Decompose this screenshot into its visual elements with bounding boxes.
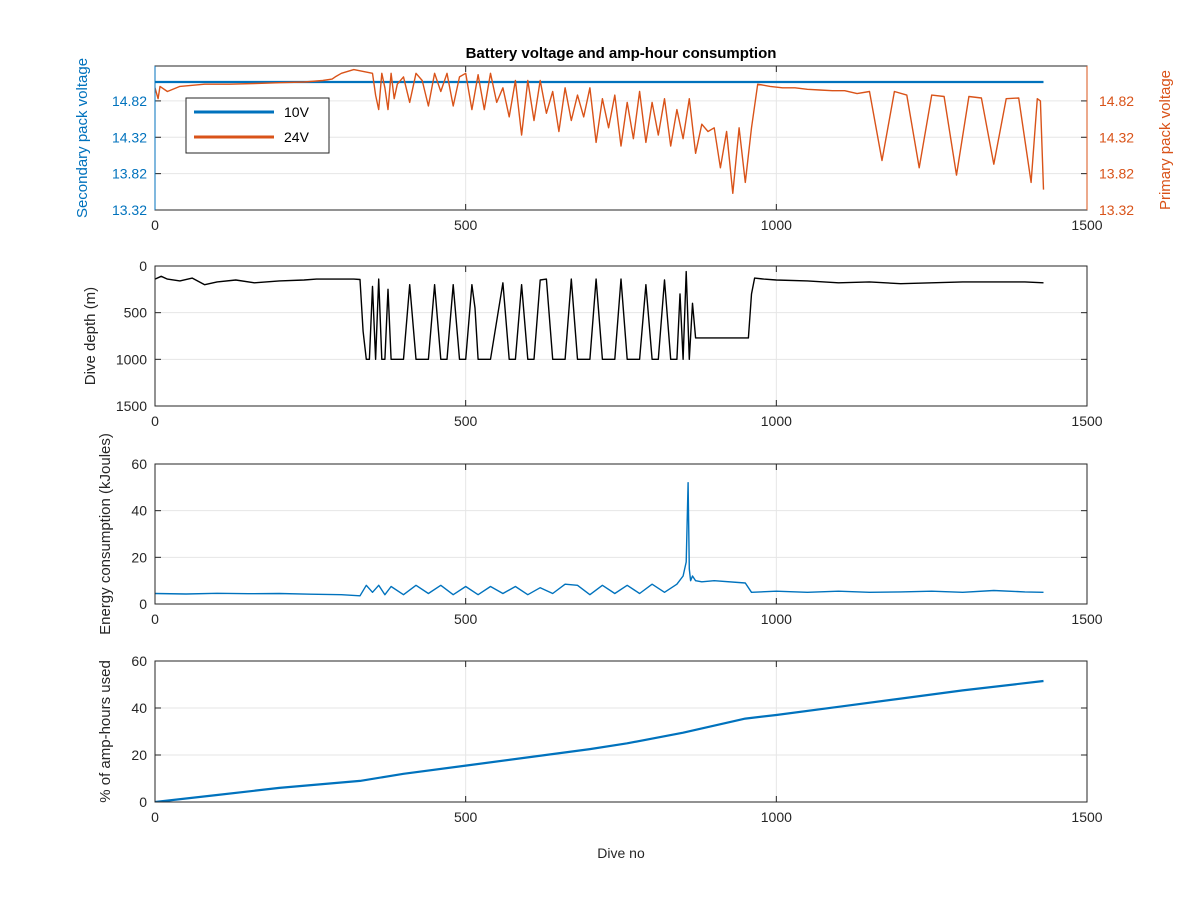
energy-y-tick-label: 0: [139, 596, 147, 612]
amphours-y-axis-label: % of amp-hours used: [97, 660, 114, 803]
energy-x-tick-label: 500: [454, 611, 478, 627]
energy-y-tick-label: 40: [131, 503, 147, 519]
depth-x-tick-label: 1000: [761, 413, 792, 429]
amphours-x-tick-label: 1500: [1071, 809, 1102, 825]
energy-series-line: [155, 482, 1044, 597]
voltage-series-24V: [155, 68, 1045, 195]
voltage-x-tick-label: 1500: [1071, 217, 1102, 233]
energy-y-axis-label: Energy consumption (kJoules): [97, 433, 114, 635]
depth-y-axis-label: Dive depth (m): [82, 287, 99, 385]
amphours-y-tick-label: 60: [131, 653, 147, 669]
energy-y-tick-label: 60: [131, 456, 147, 472]
figure-title: Battery voltage and amp-hour consumption: [466, 45, 777, 62]
amphours-series-line: [155, 679, 1044, 802]
depth-plot-area: [155, 266, 1087, 406]
voltage-y-right-tick-label: 13.32: [1099, 202, 1134, 218]
energy-axes-box: [154, 463, 1088, 605]
legend-box: [185, 97, 330, 154]
energy-panel: 0 500 1000 1500 0 20 40 60 Energy consumption (k…: [97, 433, 1103, 635]
voltage-y-axis-label: Secondary pack voltage: [74, 58, 91, 218]
amphours-y-tick-label: 40: [131, 700, 147, 716]
depth-y-tick-label: 0: [139, 258, 147, 274]
depth-y-tick-label: 1000: [116, 351, 147, 367]
amphours-y-tick-label: 0: [139, 794, 147, 810]
energy-y-tick-label: 20: [131, 549, 147, 565]
amphours-x-tick-label: 1000: [761, 809, 792, 825]
amphours-y-tick-label: 20: [131, 747, 147, 763]
voltage-panel: 0 500 1000 150013.3213.8214.3214.82Secondar…: [74, 58, 1174, 233]
voltage-y-tick-label: 13.32: [112, 202, 147, 218]
amphours-plot-area: [155, 661, 1087, 802]
voltage-y-right-tick-label: 14.32: [1099, 129, 1134, 145]
amphours-x-tick-label: 500: [454, 809, 478, 825]
energy-x-tick-label: 1000: [761, 611, 792, 627]
energy-x-tick-label: 0: [151, 611, 159, 627]
voltage-x-tick-label: 0: [151, 217, 159, 233]
voltage-y-tick-label: 13.82: [112, 166, 147, 182]
voltage-y-tick-label: 14.82: [112, 93, 147, 109]
voltage-x-tick-label: 500: [454, 217, 478, 233]
depth-x-tick-label: 0: [151, 413, 159, 429]
x-axis-label: Dive no: [597, 845, 645, 861]
legend-label-10V: 10V: [284, 104, 310, 120]
energy-plot-area: [155, 464, 1087, 604]
amphours-axes-box: [154, 660, 1088, 803]
voltage-x-tick-label: 1000: [761, 217, 792, 233]
depth-x-tick-label: 500: [454, 413, 478, 429]
amphours-x-tick-label: 0: [151, 809, 159, 825]
depth-series-line: [155, 270, 1044, 360]
depth-axes-box: [154, 265, 1088, 407]
voltage-y-right-tick-label: 14.82: [1099, 93, 1134, 109]
voltage-legend: 10V 24V: [185, 97, 330, 154]
amphours-panel: 0 500 1000 1500 0 20 40 60 % of amp-hours used: [97, 653, 1103, 825]
energy-x-tick-label: 1500: [1071, 611, 1102, 627]
depth-y-tick-label: 500: [124, 305, 148, 321]
depth-x-tick-label: 1500: [1071, 413, 1102, 429]
depth-y-tick-label: 1500: [116, 398, 147, 414]
legend-label-24V: 24V: [284, 129, 310, 145]
voltage-y-right-tick-label: 13.82: [1099, 166, 1134, 182]
voltage-y-right-axis-label: Primary pack voltage: [1157, 70, 1174, 210]
voltage-y-tick-label: 14.32: [112, 129, 147, 145]
